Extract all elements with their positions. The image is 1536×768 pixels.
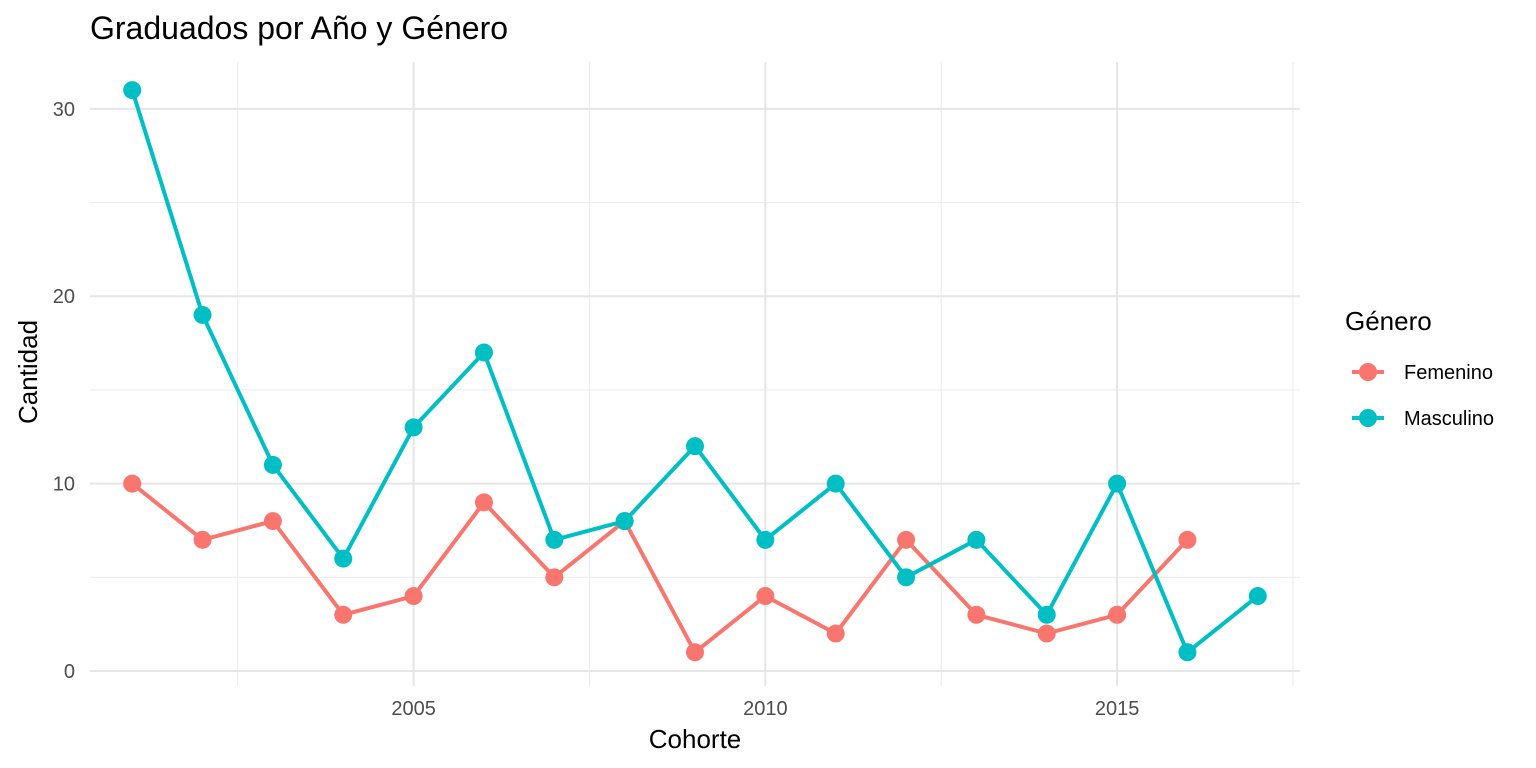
- data-point-femenino: [1108, 605, 1127, 624]
- data-point-femenino: [826, 624, 845, 643]
- x-tick-label: 2015: [1095, 698, 1140, 720]
- data-point-masculino: [756, 530, 775, 549]
- data-point-femenino: [474, 493, 493, 512]
- data-point-femenino: [123, 474, 142, 493]
- data-point-femenino: [545, 568, 564, 587]
- y-tick-label: 30: [53, 99, 75, 121]
- legend-key-point: [1359, 409, 1377, 427]
- y-tick-label: 20: [53, 286, 75, 308]
- data-point-masculino: [967, 530, 986, 549]
- x-axis-title: Cohorte: [649, 724, 742, 754]
- legend-label: Masculino: [1404, 408, 1494, 430]
- data-point-masculino: [474, 343, 493, 362]
- series-line-masculino: [130, 88, 1260, 655]
- data-point-masculino: [334, 549, 353, 568]
- grid-major: [90, 62, 1300, 686]
- data-point-masculino: [615, 512, 634, 531]
- data-point-femenino: [263, 512, 282, 531]
- data-point-femenino: [756, 587, 775, 606]
- data-point-femenino: [334, 605, 353, 624]
- data-point-femenino: [967, 605, 986, 624]
- data-point-masculino: [826, 474, 845, 493]
- chart-title: Graduados por Año y Género: [90, 10, 509, 46]
- series-points: [123, 81, 1267, 662]
- data-point-femenino: [404, 587, 423, 606]
- data-point-masculino: [263, 455, 282, 474]
- data-point-masculino: [1037, 605, 1056, 624]
- y-tick-label: 10: [53, 474, 75, 496]
- grid-minor: [90, 62, 1300, 686]
- data-point-masculino: [1178, 643, 1197, 662]
- x-tick-label: 2005: [391, 698, 436, 720]
- series-lines: [130, 88, 1260, 655]
- legend-title: Género: [1345, 306, 1432, 336]
- legend-key-point: [1359, 363, 1377, 381]
- data-point-masculino: [404, 418, 423, 437]
- data-point-femenino: [1037, 624, 1056, 643]
- x-tick-labels: 2005 2010 2015: [391, 698, 1139, 720]
- legend-label: Femenino: [1404, 362, 1493, 384]
- data-point-masculino: [1108, 474, 1127, 493]
- y-tick-label: 0: [64, 661, 75, 683]
- data-point-masculino: [686, 437, 704, 456]
- x-tick-label: 2010: [743, 698, 788, 720]
- data-point-masculino: [545, 530, 564, 549]
- y-tick-labels: 0 10 20 30: [53, 99, 75, 683]
- data-point-masculino: [1248, 587, 1267, 606]
- data-point-masculino: [123, 81, 142, 100]
- data-point-femenino: [686, 643, 704, 662]
- data-point-masculino: [897, 568, 916, 587]
- y-axis-title: Cantidad: [13, 320, 43, 424]
- legend: Género Femenino Masculino: [1345, 306, 1494, 430]
- series-line-femenino: [130, 481, 1190, 655]
- data-point-femenino: [1178, 530, 1197, 549]
- data-point-masculino: [193, 305, 212, 324]
- data-point-femenino: [193, 530, 212, 549]
- data-point-femenino: [897, 530, 916, 549]
